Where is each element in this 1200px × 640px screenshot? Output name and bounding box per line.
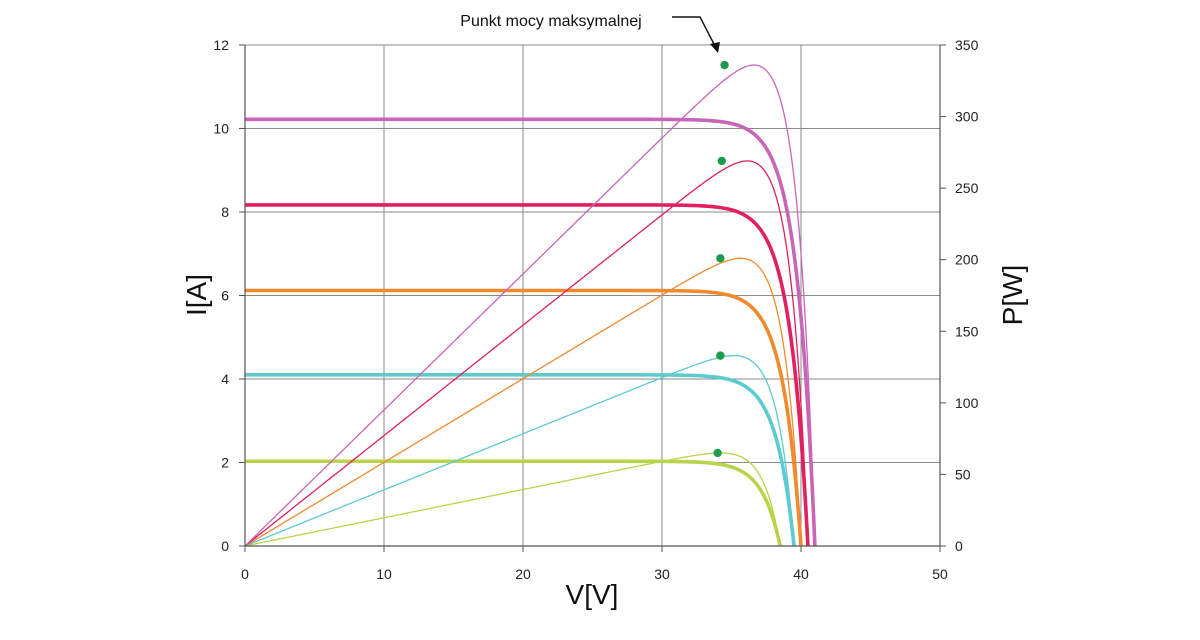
x-tick-label: 10 — [376, 566, 392, 582]
y-right-tick-label: 150 — [955, 323, 979, 339]
y-left-tick-label: 10 — [213, 121, 229, 137]
axes — [239, 44, 946, 552]
annotation-arrow — [672, 16, 717, 49]
y-right-tick-label: 200 — [955, 252, 979, 268]
x-tick-label: 40 — [793, 566, 809, 582]
max-power-point — [717, 156, 726, 166]
series-curves — [244, 64, 817, 547]
max-power-annotation: Punkt mocy maksymalnej — [460, 13, 641, 30]
x-tick-label: 50 — [932, 566, 948, 582]
y-right-tick-label: 250 — [955, 180, 979, 196]
current-curve — [244, 459, 782, 547]
power-curve — [244, 452, 781, 547]
y-right-tick-label: 300 — [955, 109, 979, 125]
y-left-tick-label: 4 — [221, 371, 229, 387]
y-left-tick-label: 6 — [221, 288, 229, 304]
max-power-point — [713, 448, 722, 458]
x-tick-label: 30 — [654, 566, 670, 582]
y-left-tick-label: 8 — [221, 204, 229, 220]
x-axis-title: V[V] — [566, 579, 619, 610]
y-left-tick-label: 2 — [221, 455, 229, 471]
x-tick-label: 20 — [515, 566, 531, 582]
y-left-tick-label: 0 — [221, 538, 229, 554]
max-power-point — [720, 60, 729, 70]
power-curve — [244, 257, 802, 547]
annotation-arrow-head — [710, 42, 720, 53]
y-right-tick-label: 0 — [955, 538, 963, 554]
power-curve — [244, 64, 816, 547]
power-curve — [244, 354, 795, 547]
y-left-tick-label: 12 — [213, 37, 229, 53]
y-right-axis-title: P[W] — [997, 265, 1028, 326]
current-curve — [244, 288, 803, 547]
max-power-point — [716, 254, 725, 263]
y-left-axis-title: I[A] — [181, 274, 212, 316]
y-right-tick-label: 100 — [955, 395, 979, 411]
power-curve — [244, 160, 809, 547]
x-tick-label: 0 — [241, 566, 249, 582]
current-curve — [244, 203, 810, 547]
max-power-point — [716, 351, 725, 360]
tick-labels: 0 10 20 30 40 50 0 2 4 6 8 10 12 0 50 100 150 200 250 300 35… — [213, 37, 978, 582]
current-curve — [244, 117, 817, 547]
y-right-tick-label: 50 — [955, 466, 971, 482]
current-curve — [244, 373, 796, 547]
y-right-tick-label: 350 — [955, 37, 979, 53]
max-power-points — [713, 60, 729, 458]
